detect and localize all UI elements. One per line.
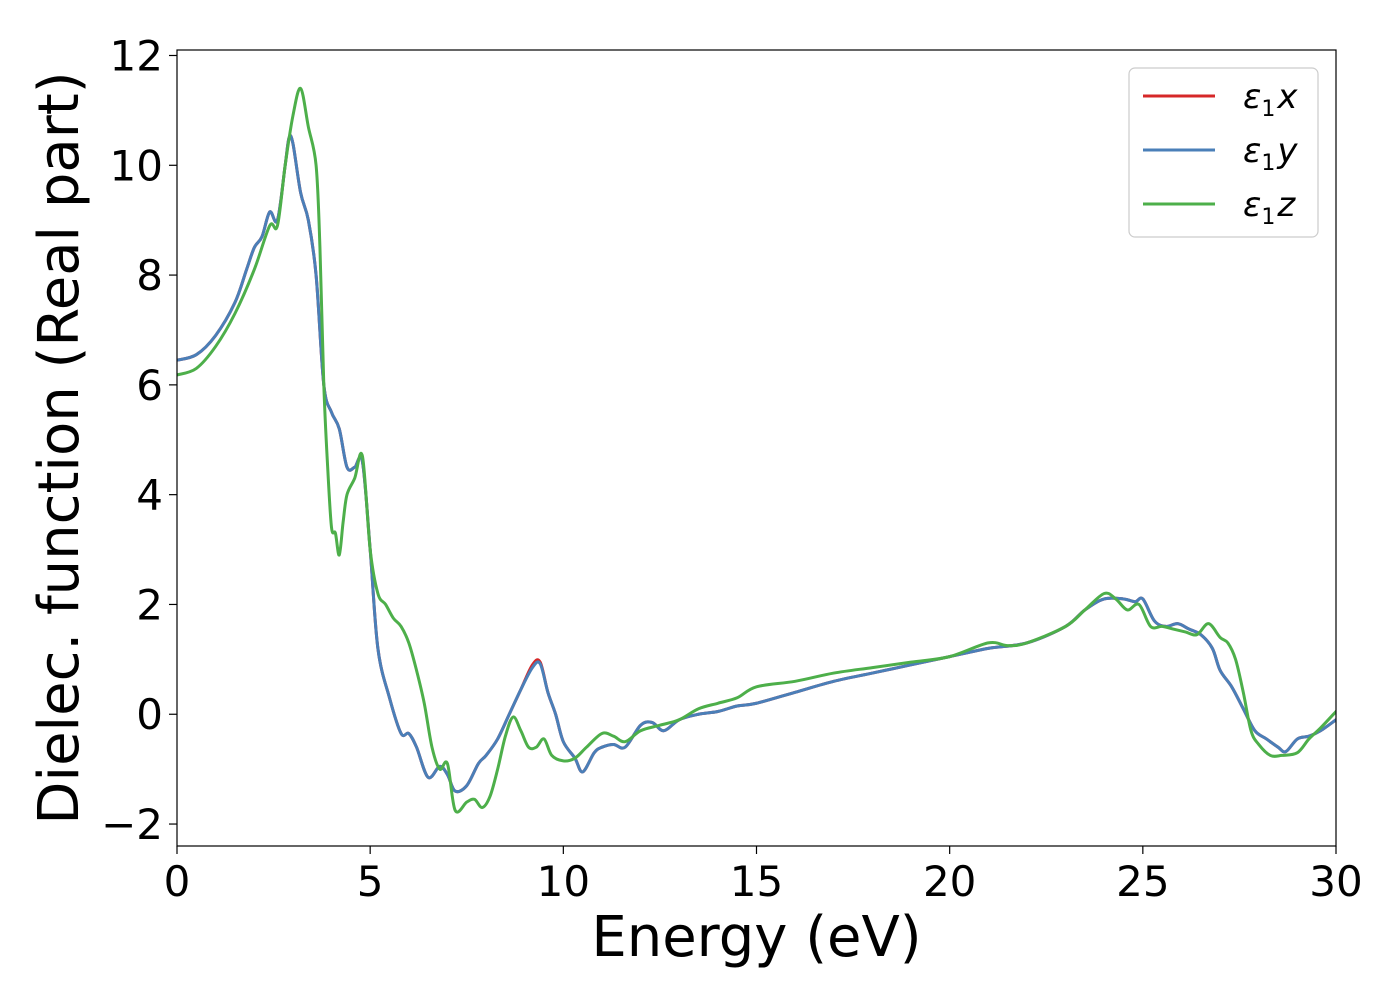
y-tick-label: 0 (136, 690, 163, 739)
x-tick-label: 20 (923, 857, 976, 906)
y-axis-ticks: −2 0 2 4 6 8 10 12 (101, 31, 177, 849)
y-tick-label: 6 (136, 361, 163, 410)
legend-box (1128, 67, 1319, 238)
series-line-z (177, 86, 1336, 814)
y-tick-label: 12 (110, 31, 163, 80)
legend-variable: y (1276, 131, 1298, 171)
x-tick-label: 25 (1116, 857, 1169, 906)
legend-subscript: 1 (1261, 97, 1275, 122)
x-tick-label: 10 (537, 857, 590, 906)
y-tick-label: 2 (136, 580, 163, 629)
y-tick-label: −2 (101, 800, 163, 849)
y-tick-label: 8 (136, 251, 163, 300)
x-axis-ticks: 0 5 10 15 20 25 30 (164, 846, 1363, 906)
series-layer (177, 86, 1336, 814)
legend-label-z: ε1z (1243, 185, 1296, 230)
legend-variable: x (1276, 77, 1298, 117)
x-tick-label: 0 (164, 857, 191, 906)
x-axis-label: Energy (eV) (591, 905, 921, 970)
x-tick-label: 5 (357, 857, 384, 906)
legend-symbol: ε (1243, 185, 1261, 225)
y-tick-label: 10 (110, 141, 163, 190)
legend-subscript: 1 (1261, 205, 1275, 230)
y-axis-label: Dielec. function (Real part) (27, 71, 92, 824)
legend-variable: z (1276, 185, 1296, 225)
legend-symbol: ε (1243, 77, 1261, 117)
legend-label-y: ε1y (1243, 131, 1298, 176)
x-tick-label: 15 (730, 857, 783, 906)
legend-subscript: 1 (1261, 151, 1275, 176)
x-tick-label: 30 (1309, 857, 1362, 906)
y-tick-label: 4 (136, 471, 163, 520)
legend-symbol: ε (1243, 131, 1261, 171)
legend-label-x: ε1x (1243, 77, 1298, 122)
